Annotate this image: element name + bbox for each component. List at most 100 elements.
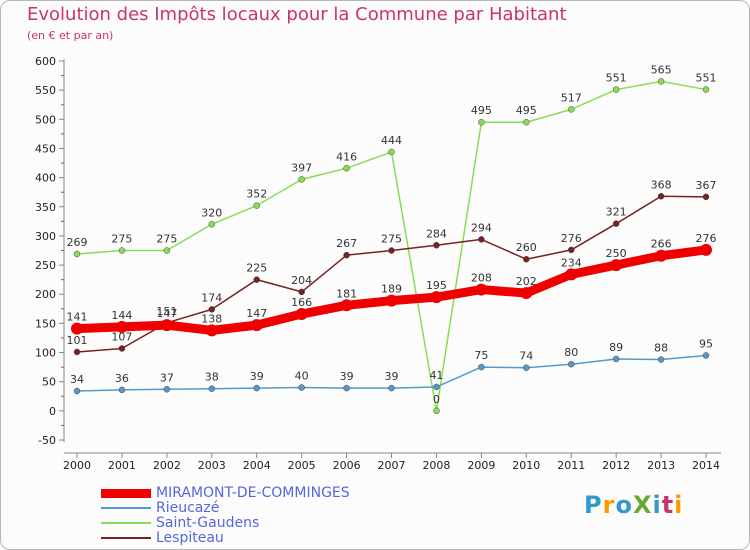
data-label: 202 bbox=[516, 275, 537, 288]
y-tick-label: 550 bbox=[35, 84, 56, 97]
y-tick-label: 200 bbox=[35, 288, 56, 301]
data-point bbox=[118, 386, 126, 394]
x-tick-label: 2001 bbox=[108, 459, 136, 472]
data-label: 320 bbox=[201, 206, 222, 219]
data-point bbox=[612, 86, 620, 93]
data-label: 208 bbox=[471, 272, 492, 285]
data-label: 174 bbox=[201, 291, 222, 304]
data-point bbox=[657, 78, 665, 85]
data-point bbox=[478, 363, 485, 371]
data-label: 275 bbox=[381, 233, 402, 246]
legend-label: Lespiteau bbox=[156, 530, 224, 546]
x-tick-label: 2004 bbox=[243, 459, 271, 472]
data-point bbox=[118, 345, 126, 352]
logo-letter: i bbox=[652, 491, 662, 519]
data-label: 284 bbox=[426, 227, 447, 240]
x-tick-label: 2012 bbox=[602, 459, 630, 472]
data-point bbox=[520, 287, 533, 300]
y-tick-label: 350 bbox=[35, 201, 56, 214]
data-label: 39 bbox=[385, 370, 399, 383]
proxiti-logo: ProXiti bbox=[584, 491, 683, 519]
data-label: 40 bbox=[295, 370, 309, 383]
legend-swatch bbox=[101, 488, 151, 498]
x-tick-label: 2014 bbox=[692, 459, 720, 472]
data-point bbox=[73, 250, 81, 258]
data-point bbox=[73, 387, 81, 395]
data-label: 89 bbox=[609, 341, 623, 354]
data-point bbox=[298, 384, 305, 391]
data-point bbox=[250, 319, 263, 332]
data-label: 0 bbox=[433, 393, 440, 406]
data-point bbox=[478, 118, 485, 126]
x-tick-label: 2006 bbox=[333, 459, 361, 472]
data-label: 37 bbox=[160, 371, 174, 384]
y-tick-label: 400 bbox=[35, 172, 56, 185]
data-label: 495 bbox=[471, 104, 492, 117]
data-point bbox=[478, 236, 485, 243]
data-label: 276 bbox=[696, 232, 717, 245]
data-point bbox=[567, 106, 575, 113]
data-point bbox=[118, 247, 126, 254]
logo-letter: i bbox=[674, 491, 684, 519]
data-point bbox=[385, 294, 398, 307]
data-point bbox=[655, 249, 668, 262]
data-point bbox=[523, 255, 530, 263]
y-tick-label: 250 bbox=[35, 259, 56, 272]
data-point bbox=[610, 259, 623, 272]
data-label: 36 bbox=[115, 372, 129, 385]
x-tick-label: 2007 bbox=[378, 459, 406, 472]
data-label: 101 bbox=[67, 334, 88, 347]
data-point bbox=[340, 299, 353, 312]
data-label: 321 bbox=[606, 206, 627, 219]
logo-letter: r bbox=[602, 491, 616, 519]
axes: -500501001502002503003504004505005506002… bbox=[35, 55, 721, 472]
data-label: 166 bbox=[291, 296, 312, 309]
data-point bbox=[298, 288, 305, 296]
data-point bbox=[253, 276, 260, 283]
data-point bbox=[71, 322, 83, 335]
data-label: 444 bbox=[381, 134, 402, 147]
data-label: 138 bbox=[201, 312, 222, 325]
data-label: 107 bbox=[111, 330, 132, 343]
data-label: 260 bbox=[516, 241, 537, 254]
logo-letter: t bbox=[661, 491, 675, 519]
data-point bbox=[433, 242, 440, 249]
legend-label: Rieucazé bbox=[156, 500, 220, 516]
data-point bbox=[567, 360, 575, 368]
legend-swatch bbox=[101, 522, 151, 524]
data-point bbox=[657, 193, 665, 200]
data-label: 39 bbox=[340, 370, 354, 383]
data-point bbox=[702, 193, 710, 201]
data-label: 352 bbox=[246, 188, 267, 201]
data-point bbox=[388, 384, 395, 392]
data-label: 234 bbox=[561, 256, 582, 269]
data-label: 551 bbox=[696, 72, 717, 85]
data-label: 367 bbox=[696, 179, 717, 192]
data-point bbox=[430, 291, 443, 304]
x-tick-label: 2013 bbox=[647, 459, 675, 472]
data-label: 565 bbox=[651, 63, 672, 76]
data-label: 41 bbox=[429, 369, 443, 382]
data-point bbox=[208, 385, 216, 392]
x-tick-label: 2008 bbox=[422, 459, 450, 472]
x-tick-label: 2010 bbox=[512, 459, 540, 472]
data-point bbox=[208, 221, 216, 228]
y-tick-label: 0 bbox=[49, 405, 56, 418]
data-label: 368 bbox=[651, 178, 672, 191]
data-point bbox=[702, 86, 710, 93]
x-tick-label: 2009 bbox=[467, 459, 495, 472]
y-tick-label: 150 bbox=[35, 317, 56, 330]
y-tick-label: 500 bbox=[35, 113, 56, 126]
data-label: 204 bbox=[291, 274, 312, 287]
x-tick-label: 2005 bbox=[288, 459, 316, 472]
data-point bbox=[205, 324, 218, 337]
data-labels: 269 275 275 320 352 397 416 444 0 495 495 517 551 565… bbox=[67, 63, 717, 405]
data-label: 195 bbox=[426, 279, 447, 292]
data-label: 294 bbox=[471, 221, 492, 234]
data-label: 517 bbox=[561, 91, 582, 104]
data-point bbox=[253, 384, 260, 392]
data-point bbox=[73, 348, 81, 356]
data-point bbox=[523, 364, 530, 371]
